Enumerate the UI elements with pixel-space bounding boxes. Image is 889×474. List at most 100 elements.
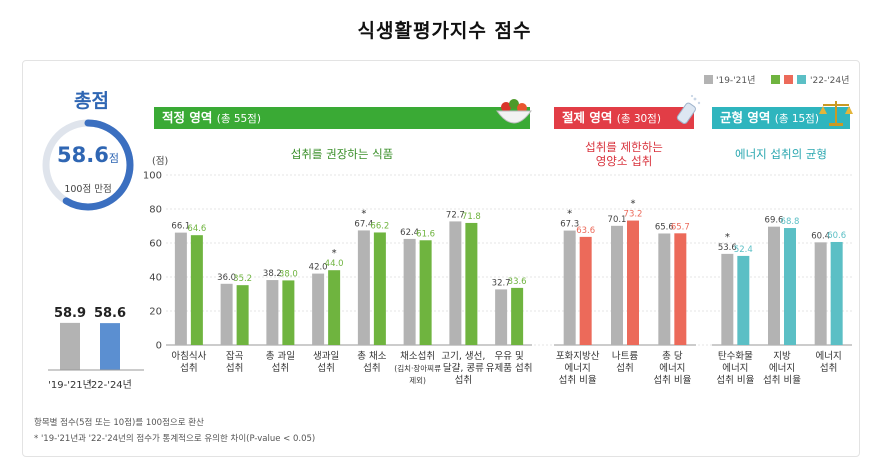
adequacy-subtitle: 섭취를 권장하는 식품 bbox=[290, 147, 394, 161]
legend-swatch-teal bbox=[797, 75, 806, 84]
y-tick-label: 40 bbox=[149, 273, 162, 284]
value-label-new-8: 63.6 bbox=[576, 226, 595, 236]
balance-subtitle: 에너지 섭취의 균형 bbox=[735, 147, 827, 161]
bar-old-3 bbox=[312, 273, 325, 345]
value-label-old-10: 65.6 bbox=[655, 222, 674, 232]
balance-header: 균형 영역 (총 15점) bbox=[712, 107, 850, 129]
value-label-new-10: 65.7 bbox=[671, 222, 690, 232]
moderation-header: 절제 영역 (총 30점) bbox=[554, 107, 694, 129]
value-label-old-9: 70.1 bbox=[608, 215, 627, 225]
legend-label-new: '22-'24년 bbox=[810, 76, 850, 86]
total-label: 총점 bbox=[74, 90, 109, 112]
value-label-old-8: 67.3 bbox=[560, 220, 579, 230]
value-label-new-2: 38.0 bbox=[279, 269, 298, 279]
bar-old-13 bbox=[814, 242, 827, 345]
legend-swatch-green bbox=[771, 75, 780, 84]
value-label-old-6: 72.7 bbox=[446, 210, 465, 220]
value-label-new-1: 35.2 bbox=[233, 274, 252, 284]
category-label-2: 총 과일 bbox=[266, 351, 295, 362]
category-label-4: 섭취 bbox=[363, 363, 380, 374]
bar-old-9 bbox=[611, 225, 623, 345]
bar-old-8 bbox=[563, 230, 576, 345]
significance-mark-11: * bbox=[725, 232, 730, 243]
y-tick-label: 20 bbox=[149, 307, 162, 318]
category-label-2: 섭취 bbox=[272, 363, 289, 374]
bar-old-10 bbox=[658, 233, 671, 345]
significance-mark-3: * bbox=[332, 248, 337, 259]
value-label-new-3: 44.0 bbox=[325, 259, 344, 269]
category-label-11: 탄수화물 bbox=[718, 351, 753, 362]
bar-old-5 bbox=[403, 238, 416, 345]
category-label-10: 총 당 bbox=[662, 351, 683, 362]
total-bar-period-1: '22-'24년 bbox=[88, 379, 132, 391]
category-label-10: 섭취 비율 bbox=[653, 375, 691, 386]
y-tick-label: 100 bbox=[143, 171, 162, 182]
score-ring bbox=[42, 119, 134, 211]
adequacy-sub: (총 55점) bbox=[216, 113, 261, 125]
significance-mark-4: * bbox=[361, 208, 366, 219]
bar-old-4 bbox=[357, 230, 370, 345]
category-label-4: 총 채소 bbox=[357, 351, 386, 362]
bar-old-7 bbox=[495, 289, 508, 345]
moderation-subtitle: 섭취를 제한하는 영양소 섭취 bbox=[585, 140, 663, 168]
category-label-5: (김치·장아찌류 bbox=[394, 363, 441, 373]
footnote-significance: * '19-'21년과 '22-'24년의 점수가 통계적으로 유의한 차이(P… bbox=[34, 434, 316, 444]
category-label-13: 섭취 bbox=[820, 363, 837, 374]
bar-new-10 bbox=[674, 233, 687, 345]
bar-old-12 bbox=[768, 226, 780, 345]
value-label-old-11: 53.6 bbox=[718, 243, 737, 253]
total-bar-1 bbox=[100, 323, 120, 370]
category-label-9: 섭취 bbox=[616, 363, 633, 374]
value-label-new-9: 73.2 bbox=[624, 210, 643, 220]
total-bar-0 bbox=[60, 322, 80, 370]
total-bar-chart: 58.9 '19-'21년 58.6 '22-'24년 bbox=[48, 306, 144, 391]
value-label-old-13: 60.4 bbox=[811, 231, 830, 241]
salt-shaker-icon bbox=[676, 94, 701, 124]
value-label-new-11: 52.4 bbox=[734, 245, 753, 255]
significance-mark-8: * bbox=[567, 209, 572, 220]
value-label-new-4: 66.2 bbox=[370, 221, 389, 231]
score-unit: 점 bbox=[108, 152, 119, 165]
category-label-3: 생과일 bbox=[313, 351, 339, 362]
category-label-5: 채소섭취 bbox=[400, 351, 435, 362]
value-label-old-1: 36.0 bbox=[217, 273, 236, 283]
bar-new-5 bbox=[419, 240, 432, 345]
category-label-8: 포화지방산 bbox=[556, 351, 600, 362]
page-title: 식생활평가지수 점수 bbox=[357, 20, 532, 42]
category-label-0: 아침식사 bbox=[171, 351, 206, 362]
adequacy-header: 적정 영역 (총 55점) bbox=[154, 107, 530, 129]
category-label-13: 에너지 bbox=[816, 351, 842, 362]
category-label-11: 에너지 bbox=[722, 363, 748, 374]
value-label-new-6: 71.8 bbox=[462, 212, 481, 222]
score-value: 58.6점 bbox=[40, 143, 136, 167]
y-tick-label: 80 bbox=[149, 205, 162, 216]
bar-old-1 bbox=[220, 283, 233, 345]
category-label-6: 섭취 bbox=[455, 375, 472, 386]
category-label-5: 제외) bbox=[409, 375, 426, 385]
scale-icon bbox=[819, 101, 853, 126]
value-label-old-0: 66.1 bbox=[171, 222, 190, 232]
bar-old-11 bbox=[721, 253, 734, 345]
footnote-conversion: 항목별 점수(5점 또는 10점)를 100점으로 환산 bbox=[34, 418, 204, 428]
category-label-1: 섭취 bbox=[226, 363, 243, 374]
category-label-9: 나트륨 bbox=[612, 351, 638, 362]
total-bar-period-0: '19-'21년 bbox=[48, 379, 92, 391]
y-tick-label: 0 bbox=[156, 341, 162, 352]
category-label-0: 섭취 bbox=[180, 363, 197, 374]
bar-old-0 bbox=[174, 232, 187, 345]
category-label-10: 에너지 bbox=[659, 363, 685, 374]
y-axis-label: (점) bbox=[152, 155, 168, 167]
category-label-7: 유제품 섭취 bbox=[486, 363, 533, 374]
category-label-6: 고기, 생선, bbox=[441, 351, 485, 362]
bar-new-1 bbox=[236, 285, 249, 345]
balance-title: 균형 영역 bbox=[720, 110, 771, 125]
value-label-old-4: 67.4 bbox=[354, 219, 373, 229]
value-label-old-12: 69.6 bbox=[765, 216, 784, 226]
bar-new-13 bbox=[830, 241, 843, 345]
score-ring-arc bbox=[42, 119, 134, 211]
value-label-old-2: 38.2 bbox=[263, 269, 282, 279]
value-label-new-12: 68.8 bbox=[781, 217, 800, 227]
bar-new-9 bbox=[627, 220, 639, 345]
bar-new-2 bbox=[282, 280, 295, 345]
